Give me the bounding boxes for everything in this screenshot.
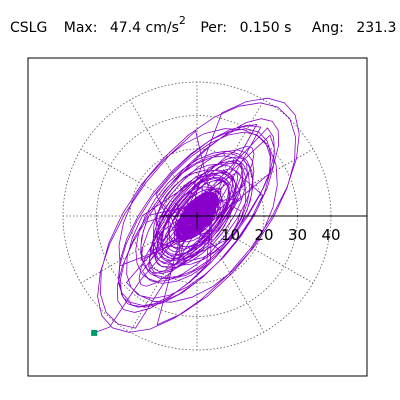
tick-label: 40 xyxy=(321,226,340,244)
grid-spoke xyxy=(196,215,265,333)
grid-spoke xyxy=(80,148,198,217)
chart-title: CSLG Max: 47.4 cm/s2 Per: 0.150 s Ang: 2… xyxy=(10,14,397,36)
period-value: 0.150 s xyxy=(239,19,292,36)
max-label: Max: xyxy=(63,19,98,36)
angle-label: Ang: xyxy=(311,19,344,36)
angle-value: 231.3 xyxy=(356,19,397,36)
period-label: Per: xyxy=(200,19,228,36)
end-marker xyxy=(91,329,98,336)
station-code: CSLG xyxy=(10,19,48,36)
radial-tick-labels: 10 20 30 40 xyxy=(221,226,341,244)
tick-label: 30 xyxy=(288,226,307,244)
tick-label: 20 xyxy=(254,226,273,244)
acceleration-orbit xyxy=(94,97,300,334)
axes xyxy=(159,212,367,230)
max-unit-exponent: 2 xyxy=(178,14,186,27)
orbit-trace xyxy=(94,97,300,334)
tick-label: 10 xyxy=(221,226,240,244)
max-value: 47.4 cm/s xyxy=(109,19,179,36)
end-marker-group xyxy=(91,329,98,336)
